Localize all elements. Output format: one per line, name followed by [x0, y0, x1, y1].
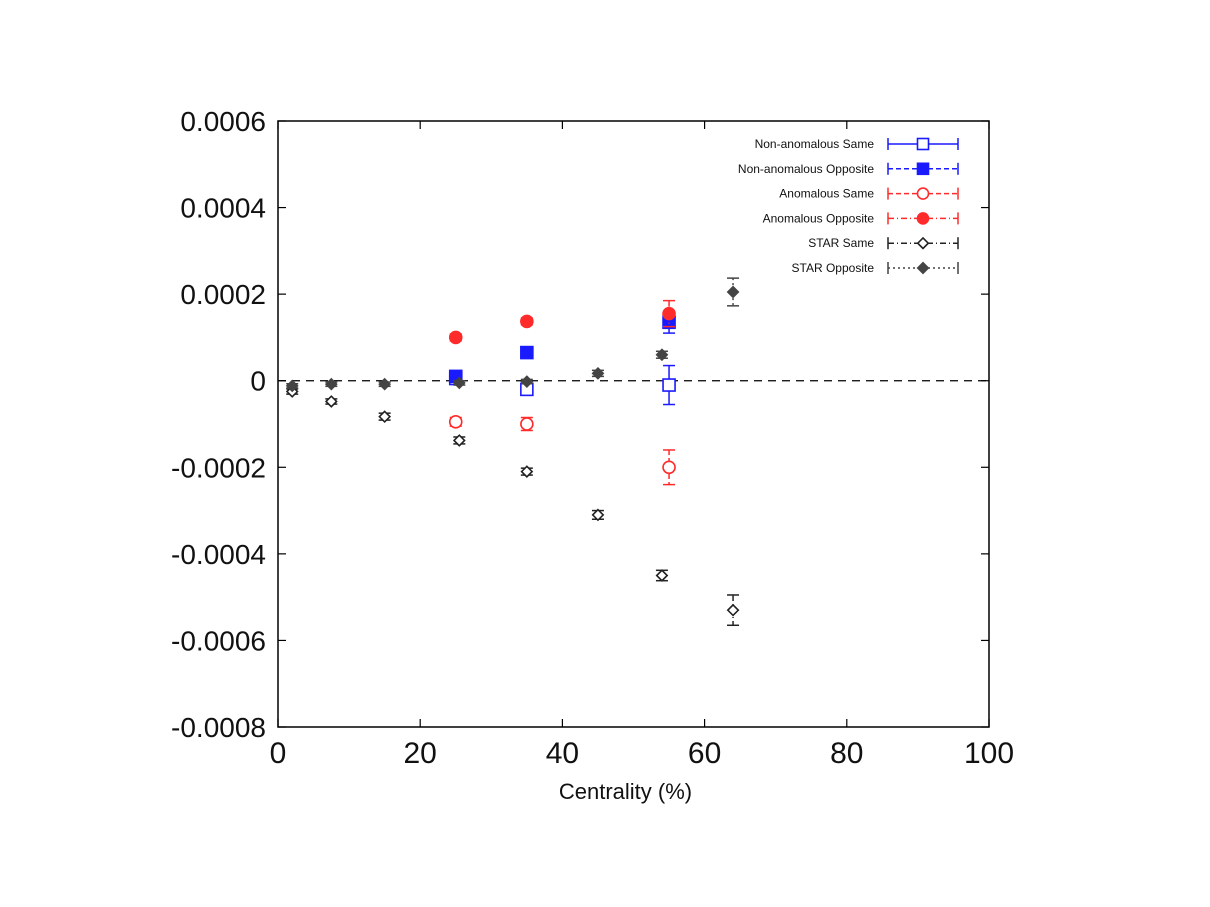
x-tick-label: 0	[270, 737, 287, 770]
x-tick-label: 40	[546, 737, 579, 770]
legend-label: STAR Same	[808, 236, 874, 250]
legend-marker	[916, 137, 930, 151]
y-tick-label: 0.0004	[180, 193, 266, 224]
series-non-anomalous-same	[448, 364, 676, 406]
x-tick-label: 60	[688, 737, 721, 770]
y-tick-label: -0.0006	[171, 625, 266, 656]
legend-item-non-anomalous-same: Non-anomalous Same	[755, 137, 959, 151]
series-anomalous-same	[448, 415, 676, 486]
legend-label: Non-anomalous Same	[755, 137, 875, 151]
legend-marker	[916, 261, 930, 275]
data-point	[655, 569, 669, 582]
data-point	[448, 415, 463, 429]
tick-layer: 0 20 40 60 80 100 -0.0008 -0.0006 -0.0004 -0.0002…	[171, 106, 1014, 770]
legend: Non-anomalous Same Non-anomalous Opposite…	[738, 137, 959, 275]
data-point	[324, 395, 338, 408]
data-point	[520, 375, 534, 388]
series-non-anomalous-opposite	[448, 310, 676, 384]
data-point	[452, 376, 466, 390]
legend-item-star-same: STAR Same	[808, 236, 959, 250]
data-point	[452, 434, 466, 447]
data-point	[324, 377, 338, 391]
data-point	[726, 285, 740, 299]
error-bar	[663, 299, 676, 328]
data-point	[448, 330, 463, 345]
data-point	[591, 366, 605, 380]
legend-item-anomalous-same: Anomalous Same	[779, 187, 959, 201]
plot-frame	[277, 120, 990, 728]
y-tick-label: 0.0006	[180, 106, 266, 137]
data-point	[285, 379, 299, 393]
y-tick-label: -0.0004	[171, 539, 266, 570]
data-layer	[285, 277, 740, 627]
legend-item-anomalous-opposite: Anomalous Opposite	[763, 211, 959, 225]
legend-label: Anomalous Opposite	[763, 211, 875, 225]
data-point	[591, 508, 605, 522]
data-point	[520, 465, 534, 478]
legend-label: STAR Opposite	[792, 261, 875, 275]
legend-label: Anomalous Same	[779, 187, 874, 201]
data-point	[520, 314, 534, 329]
x-tick-label: 100	[964, 737, 1014, 770]
series-star-same	[285, 385, 740, 627]
data-point	[726, 603, 740, 617]
y-tick-label: -0.0002	[171, 452, 266, 483]
y-tick-label: 0.0002	[180, 279, 266, 310]
legend-item-non-anomalous-opposite: Non-anomalous Opposite	[738, 162, 959, 176]
data-point	[378, 410, 392, 424]
legend-item-star-opposite: STAR Opposite	[792, 261, 959, 275]
x-tick-label: 80	[830, 737, 863, 770]
error-bar	[727, 277, 740, 307]
data-point	[520, 417, 534, 431]
legend-marker	[916, 162, 930, 176]
data-point	[662, 306, 676, 321]
legend-label: Non-anomalous Opposite	[738, 162, 874, 176]
x-tick-label: 20	[404, 737, 437, 770]
y-tick-label: 0	[250, 366, 266, 397]
data-point	[378, 377, 392, 391]
legend-marker	[916, 212, 930, 225]
series-anomalous-opposite	[448, 299, 676, 345]
data-point	[662, 378, 676, 392]
legend-marker	[916, 187, 930, 200]
x-axis-label: Centrality (%)	[559, 779, 692, 804]
data-point	[655, 348, 669, 362]
y-tick-label: -0.0008	[171, 712, 266, 743]
data-point	[662, 460, 676, 475]
series-star-opposite	[285, 277, 740, 393]
data-point	[520, 345, 534, 360]
legend-marker	[916, 236, 930, 250]
